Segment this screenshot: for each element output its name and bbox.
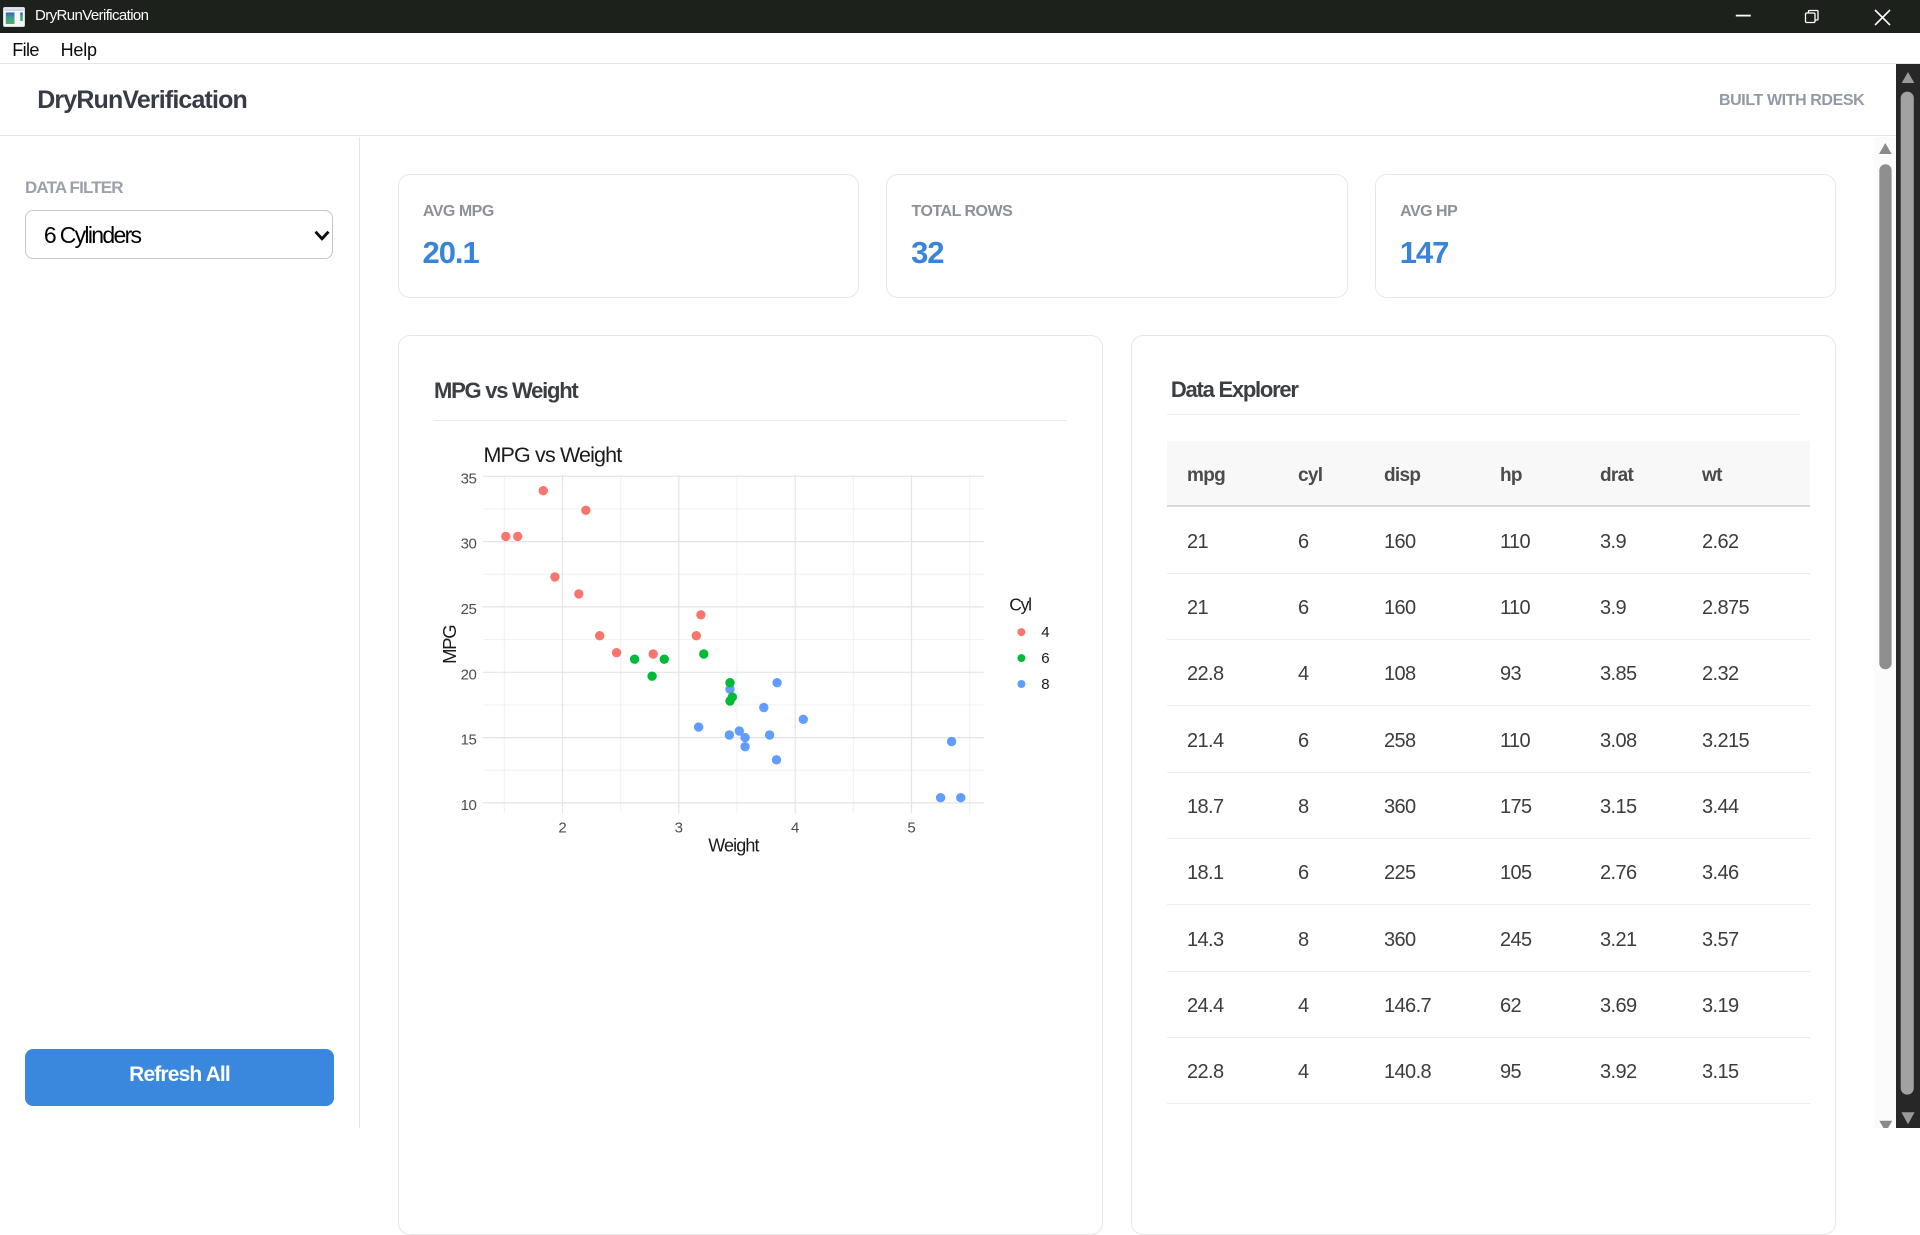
svg-text:30: 30: [460, 536, 476, 553]
svg-text:15: 15: [460, 732, 476, 749]
svg-text:Cyl: Cyl: [1009, 595, 1031, 615]
svg-text:25: 25: [460, 601, 476, 618]
svg-text:5: 5: [907, 820, 915, 837]
svg-text:MPG vs Weight: MPG vs Weight: [483, 443, 622, 467]
svg-text:10: 10: [460, 797, 476, 814]
svg-text:35: 35: [460, 470, 476, 487]
svg-text:20: 20: [460, 666, 476, 683]
svg-text:2: 2: [558, 820, 566, 837]
svg-text:4: 4: [1041, 624, 1049, 641]
svg-text:8: 8: [1041, 676, 1049, 693]
svg-text:Weight: Weight: [708, 836, 759, 856]
svg-text:6: 6: [1041, 650, 1049, 667]
svg-text:3: 3: [674, 820, 682, 837]
svg-text:MPG: MPG: [439, 625, 460, 664]
svg-text:4: 4: [791, 820, 799, 837]
